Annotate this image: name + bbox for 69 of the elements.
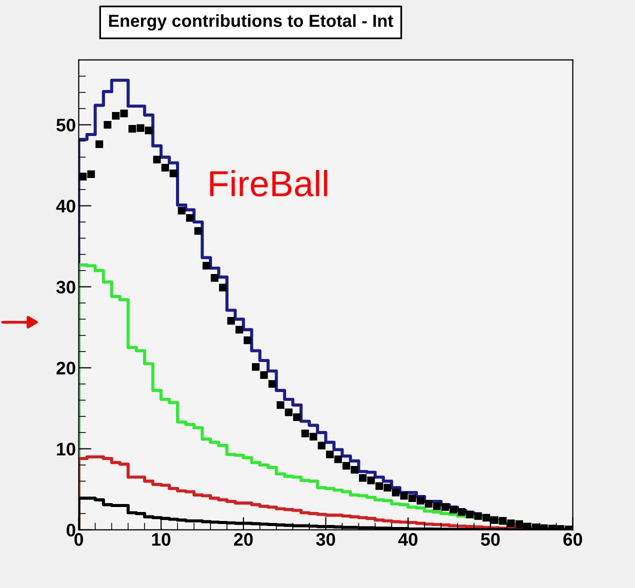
chart-title: Energy contributions to Etotal - Int xyxy=(109,14,394,30)
x-tick-label: 40 xyxy=(398,533,418,546)
x-tick-label: 20 xyxy=(234,533,253,546)
point xyxy=(284,408,293,416)
point xyxy=(301,430,309,438)
y-tick-label: 30 xyxy=(56,280,76,294)
point xyxy=(293,413,301,422)
x-tick-label: 10 xyxy=(152,533,170,546)
point xyxy=(350,466,358,474)
point xyxy=(342,462,350,470)
point xyxy=(79,172,87,180)
point xyxy=(450,506,458,514)
point xyxy=(498,517,507,525)
point xyxy=(367,476,375,484)
point xyxy=(194,227,202,235)
point xyxy=(87,170,95,178)
point xyxy=(392,488,400,496)
point xyxy=(358,474,367,482)
point xyxy=(170,170,178,178)
point xyxy=(482,514,490,522)
point xyxy=(202,262,210,270)
point xyxy=(375,482,384,490)
point xyxy=(408,494,416,502)
x-tick-label: 50 xyxy=(480,533,500,546)
x-tick-label: 60 xyxy=(563,533,582,546)
point xyxy=(128,125,136,133)
point xyxy=(326,450,334,458)
point xyxy=(144,126,153,134)
point xyxy=(474,512,482,520)
point xyxy=(219,284,227,292)
point xyxy=(416,496,424,504)
point xyxy=(260,371,268,379)
point xyxy=(400,492,408,500)
y-tick-label: 50 xyxy=(56,118,76,132)
point xyxy=(153,156,161,164)
point xyxy=(433,502,441,510)
point xyxy=(96,140,104,148)
y-tick-label: 10 xyxy=(57,442,76,456)
point xyxy=(507,519,515,528)
point xyxy=(227,316,235,325)
point xyxy=(268,380,276,388)
point xyxy=(384,484,392,492)
point xyxy=(244,336,252,344)
point xyxy=(186,214,194,222)
point xyxy=(235,326,244,334)
point xyxy=(252,363,260,371)
point xyxy=(458,508,466,516)
point xyxy=(120,110,128,118)
y-tick-label: 40 xyxy=(56,200,76,212)
point xyxy=(515,520,524,528)
point xyxy=(104,120,112,129)
point xyxy=(310,432,318,440)
point xyxy=(276,401,284,409)
point xyxy=(112,112,120,120)
y-tick-label: 20 xyxy=(56,362,76,375)
x-tick-label: 0 xyxy=(74,533,84,546)
y-tick-label: 0 xyxy=(66,524,76,537)
point xyxy=(490,516,498,524)
point xyxy=(424,500,432,508)
annotation: FireBall xyxy=(210,170,328,197)
x-tick-label: 30 xyxy=(316,533,336,546)
point xyxy=(318,442,326,450)
point xyxy=(210,274,218,282)
point xyxy=(466,510,474,518)
point xyxy=(178,206,186,214)
point xyxy=(161,164,170,172)
point xyxy=(136,124,144,132)
point xyxy=(441,503,449,511)
point xyxy=(334,455,342,464)
